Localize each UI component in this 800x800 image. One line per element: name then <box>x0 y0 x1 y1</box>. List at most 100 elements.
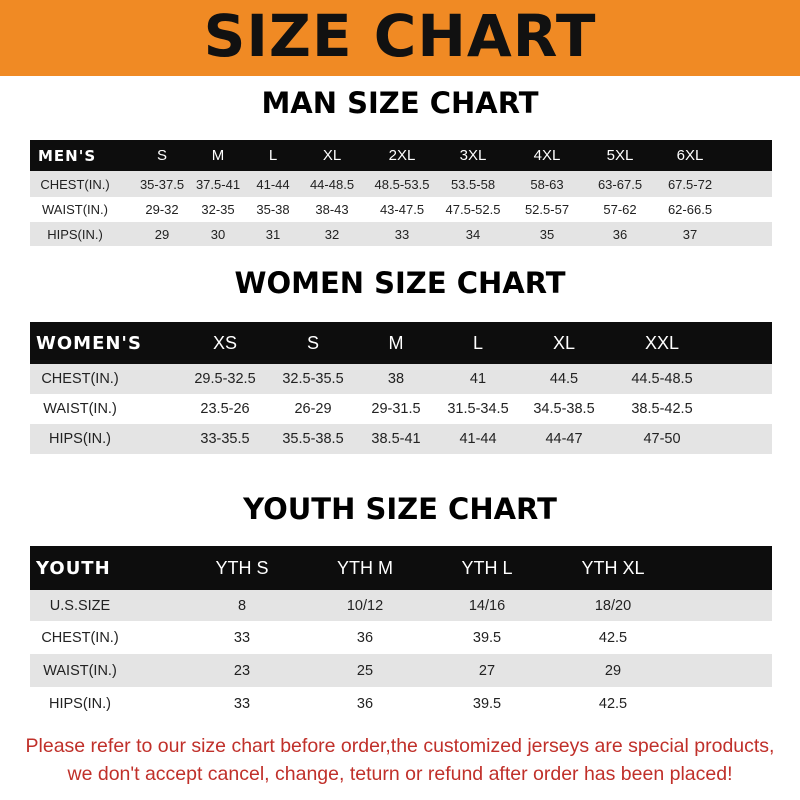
measurement-cell: 67.5-72 <box>667 176 713 192</box>
table-row: WAIST(IN.) 23 25 27 29 <box>30 654 772 687</box>
order-notice-line-2: we don't accept cancel, change, teturn o… <box>67 763 733 785</box>
measurement-cell: 23.5-26 <box>200 401 250 417</box>
size-column-header: 2XL <box>388 147 416 164</box>
measurement-cell: 33 <box>233 629 251 646</box>
measurement-cell: 29 <box>154 226 170 242</box>
measurement-cell: 62-66.5 <box>667 202 713 217</box>
measurement-cell: 41 <box>469 371 487 387</box>
measurement-cell: 26-29 <box>294 401 332 417</box>
size-column-header: XXL <box>644 332 680 353</box>
measurement-cell: 38.5-42.5 <box>631 401 693 417</box>
table-row: CHEST(IN.) 29.5-32.5 32.5-35.5 38 41 44.5 44.5… <box>30 364 772 394</box>
table-header-row: WOMEN'S XS S M L XL XXL <box>30 322 772 364</box>
size-column-header: S <box>156 147 168 164</box>
measurement-cell: 47-50 <box>643 431 681 447</box>
table-header-label: YOUTH <box>36 557 111 579</box>
size-column-header: 6XL <box>676 147 704 164</box>
table-header-row: MEN'S S M L XL 2XL 3XL 4XL 5XL 6XL <box>30 140 772 171</box>
measurement-cell: 44.5-48.5 <box>631 371 693 387</box>
measurement-cell: 57-62 <box>603 202 637 217</box>
table-header-label: MEN'S <box>38 146 97 165</box>
measurement-cell: 8 <box>237 597 247 614</box>
size-column-header: XL <box>552 332 576 353</box>
measurement-cell: 39.5 <box>472 629 502 646</box>
row-label: CHEST(IN.) <box>40 176 110 192</box>
measurement-cell: 37 <box>682 226 698 242</box>
measurement-cell: 42.5 <box>598 629 628 646</box>
men-size-table: MEN'S S M L XL 2XL 3XL 4XL 5XL 6XL CHEST(IN.) 35-37… <box>30 140 772 246</box>
measurement-cell: 31 <box>265 226 281 242</box>
youth-size-table: YOUTH YTH S YTH M YTH L YTH XL U.S.SIZE 8 10/12… <box>30 546 772 720</box>
measurement-cell: 35-37.5 <box>139 176 185 192</box>
measurement-cell: 43-47.5 <box>379 202 425 217</box>
row-label: HIPS(IN.) <box>47 226 103 242</box>
table-row: CHEST(IN.) 35-37.5 37.5-41 41-44 44-48.5 48.5… <box>30 171 772 197</box>
table-row: HIPS(IN.) 29 30 31 32 33 34 35 36 37 <box>30 222 772 246</box>
order-notice-line-1: Please refer to our size chart before or… <box>25 735 775 757</box>
size-column-header: XS <box>212 332 238 353</box>
table-row: HIPS(IN.) 33 36 39.5 42.5 <box>30 687 772 720</box>
measurement-cell: 29-32 <box>145 202 179 217</box>
size-column-header: 4XL <box>533 147 561 164</box>
size-column-header: XL <box>322 147 342 164</box>
measurement-cell: 29 <box>604 662 622 679</box>
measurement-cell: 44-48.5 <box>309 176 355 192</box>
size-column-header: M <box>388 332 404 353</box>
measurement-cell: 36 <box>356 695 374 712</box>
measurement-cell: 39.5 <box>472 695 502 712</box>
size-column-header: 3XL <box>459 147 487 164</box>
measurement-cell: 36 <box>356 629 374 646</box>
size-column-header: YTH XL <box>581 557 645 578</box>
measurement-cell: 53.5-58 <box>450 176 496 192</box>
row-label: WAIST(IN.) <box>43 662 117 679</box>
row-label: U.S.SIZE <box>49 597 111 614</box>
measurement-cell: 41-44 <box>459 431 497 447</box>
size-column-header: YTH L <box>461 557 513 578</box>
measurement-cell: 30 <box>210 226 226 242</box>
page-title: SIZE CHART <box>203 2 597 70</box>
measurement-cell: 52.5-57 <box>524 202 570 217</box>
measurement-cell: 44.5 <box>549 371 579 387</box>
measurement-cell: 35 <box>539 226 555 242</box>
women-size-table: WOMEN'S XS S M L XL XXL CHEST(IN.) 29.5-32.5 32.5… <box>30 322 772 454</box>
measurement-cell: 34.5-38.5 <box>533 401 595 417</box>
size-column-header: 5XL <box>606 147 634 164</box>
measurement-cell: 31.5-34.5 <box>447 401 509 417</box>
measurement-cell: 35.5-38.5 <box>282 431 344 447</box>
table-row: WAIST(IN.) 29-32 32-35 35-38 38-43 43-47.5 47.… <box>30 197 772 222</box>
measurement-cell: 29.5-32.5 <box>194 371 256 387</box>
women-section-title: WOMEN SIZE CHART <box>234 266 566 300</box>
measurement-cell: 58-63 <box>530 176 564 192</box>
measurement-cell: 38 <box>387 371 405 387</box>
measurement-cell: 32.5-35.5 <box>282 371 344 387</box>
row-label: WAIST(IN.) <box>43 401 117 417</box>
measurement-cell: 48.5-53.5 <box>374 176 430 192</box>
table-row: WAIST(IN.) 23.5-26 26-29 29-31.5 31.5-34.5 34… <box>30 394 772 424</box>
measurement-cell: 32 <box>324 226 340 242</box>
measurement-cell: 63-67.5 <box>597 176 643 192</box>
measurement-cell: 33 <box>394 226 410 242</box>
measurement-cell: 42.5 <box>598 695 628 712</box>
table-row: U.S.SIZE 8 10/12 14/16 18/20 <box>30 590 772 621</box>
measurement-cell: 33 <box>233 695 251 712</box>
row-label: CHEST(IN.) <box>41 371 119 387</box>
measurement-cell: 29-31.5 <box>371 401 421 417</box>
table-row: HIPS(IN.) 33-35.5 35.5-38.5 38.5-41 41-44 44-… <box>30 424 772 454</box>
size-column-header: YTH M <box>337 557 393 578</box>
table-header-label: WOMEN'S <box>36 332 142 354</box>
measurement-cell: 18/20 <box>594 597 632 614</box>
measurement-cell: 47.5-52.5 <box>445 202 501 217</box>
measurement-cell: 23 <box>233 662 251 679</box>
size-column-header: L <box>268 147 278 164</box>
table-header-row: YOUTH YTH S YTH M YTH L YTH XL <box>30 546 772 590</box>
measurement-cell: 44-47 <box>545 431 583 447</box>
measurement-cell: 14/16 <box>468 597 506 614</box>
measurement-cell: 36 <box>612 226 628 242</box>
row-label: WAIST(IN.) <box>42 202 108 217</box>
size-column-header: S <box>306 332 320 353</box>
title-banner: SIZE CHART <box>0 0 800 76</box>
measurement-cell: 41-44 <box>256 176 290 192</box>
size-column-header: L <box>472 332 484 353</box>
measurement-cell: 38.5-41 <box>371 431 421 447</box>
